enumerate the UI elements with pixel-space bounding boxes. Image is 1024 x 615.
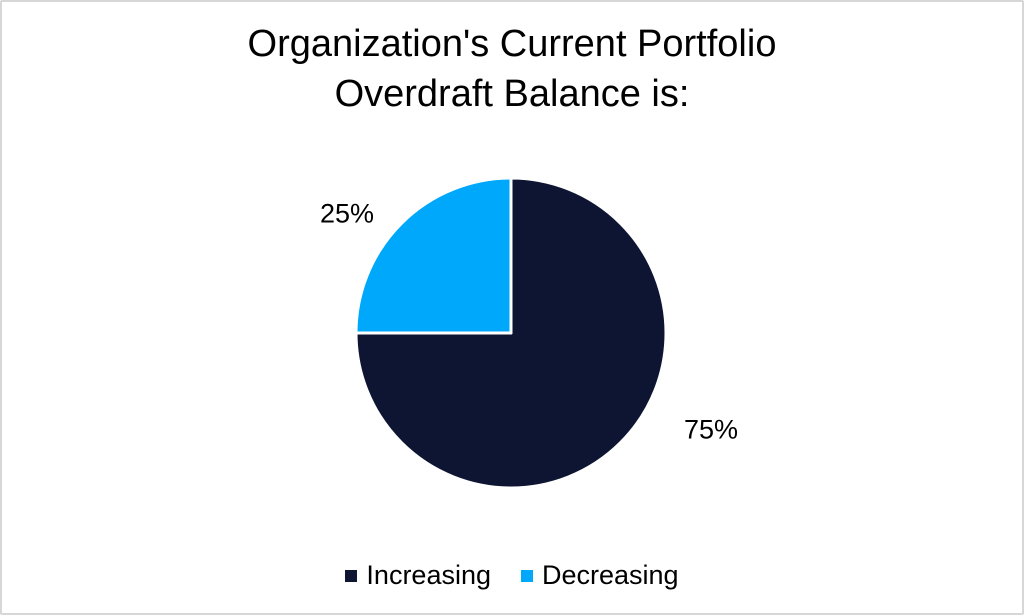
pie-svg — [354, 176, 668, 490]
chart-title: Organization's Current Portfolio Overdra… — [2, 19, 1022, 119]
legend-swatch-decreasing — [521, 569, 533, 582]
pie-slice-increasing — [354, 176, 668, 490]
chart-title-line-1: Organization's Current Portfolio — [247, 23, 777, 65]
pie-slice-decreasing — [354, 176, 513, 335]
data-label-increasing: 75% — [683, 414, 739, 445]
data-label-decreasing: 25% — [319, 198, 375, 229]
pie-chart — [351, 173, 671, 493]
chart-title-line-2: Overdraft Balance is: — [334, 73, 690, 115]
legend-label-increasing: Increasing — [366, 560, 491, 590]
legend-item-increasing: Increasing — [345, 560, 491, 591]
legend-label-decreasing: Decreasing — [542, 560, 679, 590]
legend: Increasing Decreasing — [2, 560, 1022, 591]
legend-swatch-increasing — [345, 569, 358, 582]
legend-item-decreasing: Decreasing — [521, 560, 679, 591]
